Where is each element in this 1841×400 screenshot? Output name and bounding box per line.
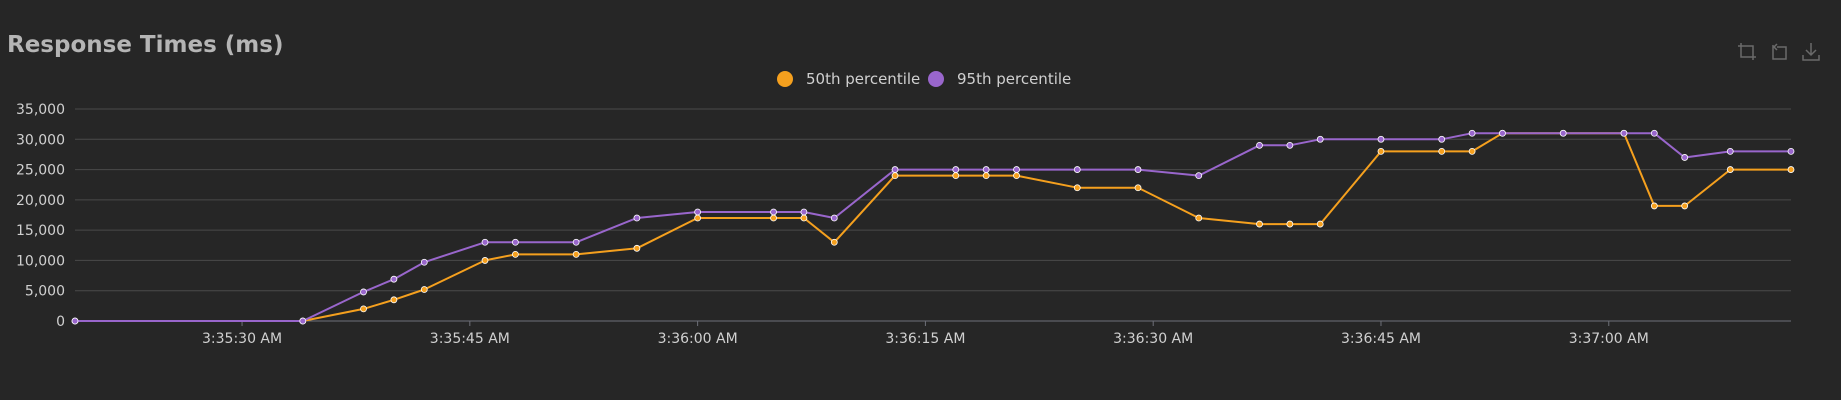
restore-icon[interactable] xyxy=(1769,42,1789,62)
x-tick-label: 3:36:30 AM xyxy=(1113,331,1193,347)
y-tick-label: 30,000 xyxy=(16,132,65,148)
data-point xyxy=(952,166,960,173)
data-point xyxy=(481,257,489,264)
data-point xyxy=(1377,147,1385,155)
data-point xyxy=(982,172,990,180)
y-axis: 0 5,000 10,000 15,000 20,000 25,000 30,000 35,0… xyxy=(16,102,65,330)
data-point xyxy=(1438,135,1446,143)
y-tick-label: 35,000 xyxy=(16,102,65,118)
y-tick-label: 10,000 xyxy=(16,253,65,269)
data-point xyxy=(1499,129,1506,137)
y-tick-label: 25,000 xyxy=(16,163,65,179)
data-point xyxy=(1787,147,1795,155)
data-point xyxy=(1650,129,1658,137)
data-point xyxy=(1559,129,1567,137)
x-tick-label: 3:37:00 AM xyxy=(1569,331,1649,347)
data-point xyxy=(633,244,641,252)
data-point xyxy=(1256,220,1263,228)
data-point xyxy=(1316,220,1324,228)
data-point xyxy=(770,214,777,222)
legend-label: 50th percentile xyxy=(806,70,920,88)
legend: 50th percentile 95th percentile xyxy=(777,70,1071,88)
series-line xyxy=(75,132,1791,322)
data-point xyxy=(1316,135,1324,143)
data-point xyxy=(1681,154,1689,161)
data-point xyxy=(572,238,580,246)
data-point xyxy=(694,214,702,222)
data-point xyxy=(1620,129,1628,137)
data-point xyxy=(511,250,519,258)
data-point xyxy=(1073,184,1081,192)
data-point xyxy=(390,296,398,304)
data-point xyxy=(1013,166,1020,173)
series-line xyxy=(75,132,1791,322)
data-point xyxy=(1195,172,1203,180)
series-p50 xyxy=(71,129,1795,325)
data-point xyxy=(1726,166,1734,173)
data-point xyxy=(633,214,641,222)
y-tick-label: 0 xyxy=(56,314,65,330)
legend-swatch xyxy=(928,71,944,87)
data-point xyxy=(71,317,79,325)
series-p95 xyxy=(71,129,1795,325)
legend-item: 95th percentile xyxy=(928,70,1071,88)
data-point xyxy=(830,214,838,222)
data-point xyxy=(800,208,808,216)
data-point xyxy=(360,305,367,313)
data-point xyxy=(1134,184,1142,192)
x-tick-label: 3:36:15 AM xyxy=(885,331,965,347)
data-point xyxy=(420,286,428,293)
x-tick-label: 3:36:00 AM xyxy=(658,331,738,347)
data-point xyxy=(1377,135,1385,143)
data-point xyxy=(1468,129,1476,137)
data-point xyxy=(1681,202,1689,210)
y-tick-label: 15,000 xyxy=(16,223,65,239)
data-point xyxy=(1438,147,1446,155)
data-point xyxy=(420,258,428,266)
download-icon[interactable] xyxy=(1801,42,1821,62)
data-point xyxy=(360,288,367,296)
grid-lines xyxy=(75,108,1791,292)
data-point xyxy=(1073,166,1081,173)
data-point xyxy=(1468,147,1476,155)
data-point xyxy=(1650,202,1658,210)
data-point xyxy=(982,166,990,173)
data-point xyxy=(1787,166,1795,173)
data-point xyxy=(1286,220,1294,228)
data-point xyxy=(299,317,307,325)
series-layer xyxy=(71,129,1795,325)
data-point xyxy=(952,172,960,180)
data-point xyxy=(891,172,899,180)
crop-icon[interactable] xyxy=(1737,42,1757,62)
data-point xyxy=(1726,147,1734,155)
data-point xyxy=(800,214,808,222)
data-point xyxy=(572,250,580,258)
data-point xyxy=(390,275,398,283)
data-point xyxy=(1013,172,1020,180)
data-point xyxy=(511,238,519,246)
y-tick-label: 5,000 xyxy=(25,284,65,300)
x-tick-label: 3:36:45 AM xyxy=(1341,331,1421,347)
data-point xyxy=(770,208,777,216)
x-tick-label: 3:35:30 AM xyxy=(202,331,282,347)
data-point xyxy=(1286,141,1294,149)
data-point xyxy=(481,238,489,246)
data-point xyxy=(694,208,702,216)
y-tick-label: 20,000 xyxy=(16,193,65,209)
data-point xyxy=(891,166,899,173)
data-point xyxy=(1195,214,1203,222)
x-tick-label: 3:35:45 AM xyxy=(430,331,510,347)
chart-title: Response Times (ms) xyxy=(7,32,284,58)
legend-item: 50th percentile xyxy=(777,70,920,88)
chart-toolbox xyxy=(1737,42,1821,62)
data-point xyxy=(1256,141,1263,149)
legend-label: 95th percentile xyxy=(957,70,1071,88)
data-point xyxy=(830,238,838,246)
legend-swatch xyxy=(777,71,793,87)
data-point xyxy=(1134,166,1142,173)
x-axis: 3:35:30 AM 3:35:45 AM 3:36:00 AM 3:36:15 AM… xyxy=(75,320,1791,347)
